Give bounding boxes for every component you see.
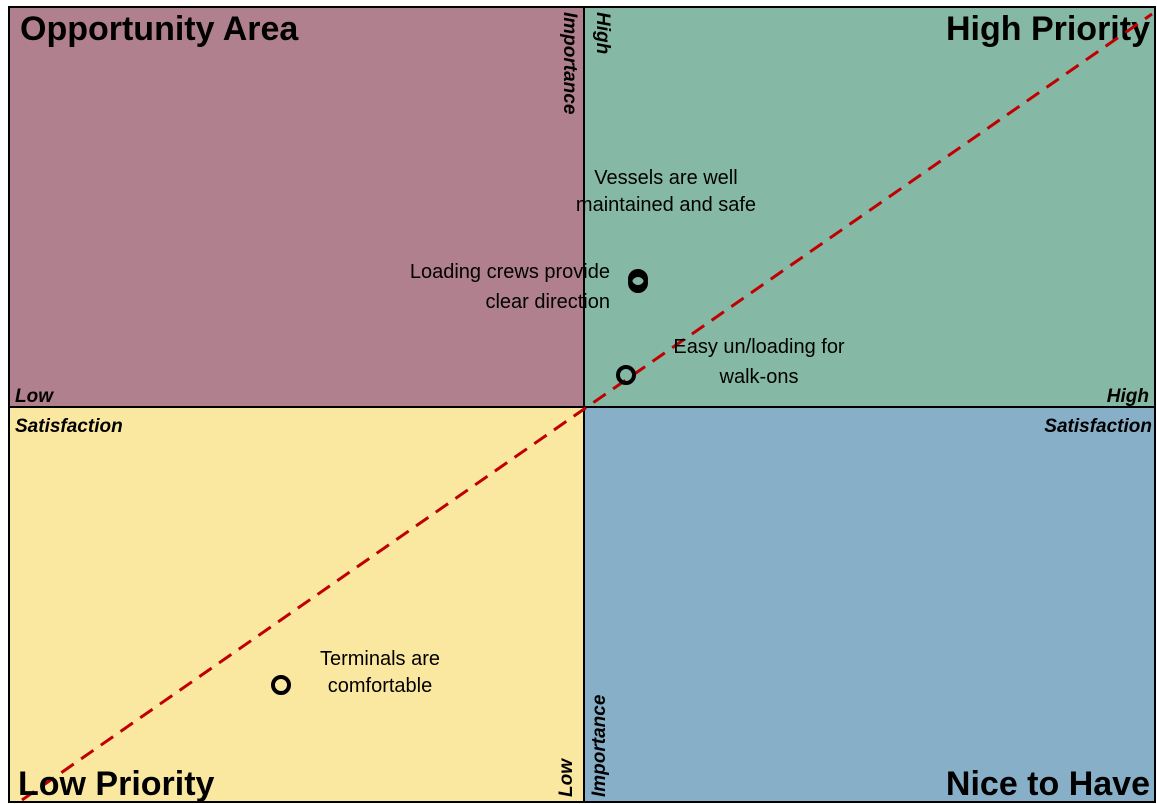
data-points: Vessels are well maintained and safe Loadi… [271, 167, 845, 697]
data-point-label: Vessels are well maintained and safe [576, 167, 756, 216]
quadrant-opportunity-area [9, 7, 584, 407]
data-point-label: Terminals are comfortable [320, 648, 440, 697]
y-axis-low-label: Low [556, 758, 577, 797]
data-point-label: Loading crews provide clear direction [410, 261, 610, 313]
data-point [271, 675, 291, 695]
x-axis-name-left: Satisfaction [15, 416, 123, 437]
y-axis-name-bottom: Importance [589, 694, 610, 797]
quadrant-high-priority [584, 7, 1155, 407]
y-axis-name-top: Importance [559, 12, 580, 115]
quadrant-title-nice-to-have: Nice to Have [946, 765, 1150, 803]
quadrant-title-high-priority: High Priority [946, 10, 1150, 48]
plot-border [8, 6, 1156, 803]
x-axis-low-label: Low [15, 386, 54, 407]
quadrant-nice-to-have [584, 407, 1155, 802]
quadrant-title-low-priority: Low Priority [18, 765, 215, 803]
x-axis-high-label: High [1107, 386, 1149, 407]
data-point [628, 273, 648, 293]
data-point [616, 365, 636, 385]
diagonal-reference-line [21, 12, 1153, 802]
quadrant-low-priority [9, 407, 584, 802]
quadrant-title-opportunity-area: Opportunity Area [20, 10, 299, 48]
y-axis-high-label: High [592, 12, 613, 54]
data-point-label: Easy un/loading for walk-ons [673, 336, 845, 388]
x-axis-name-right: Satisfaction [1044, 416, 1152, 437]
